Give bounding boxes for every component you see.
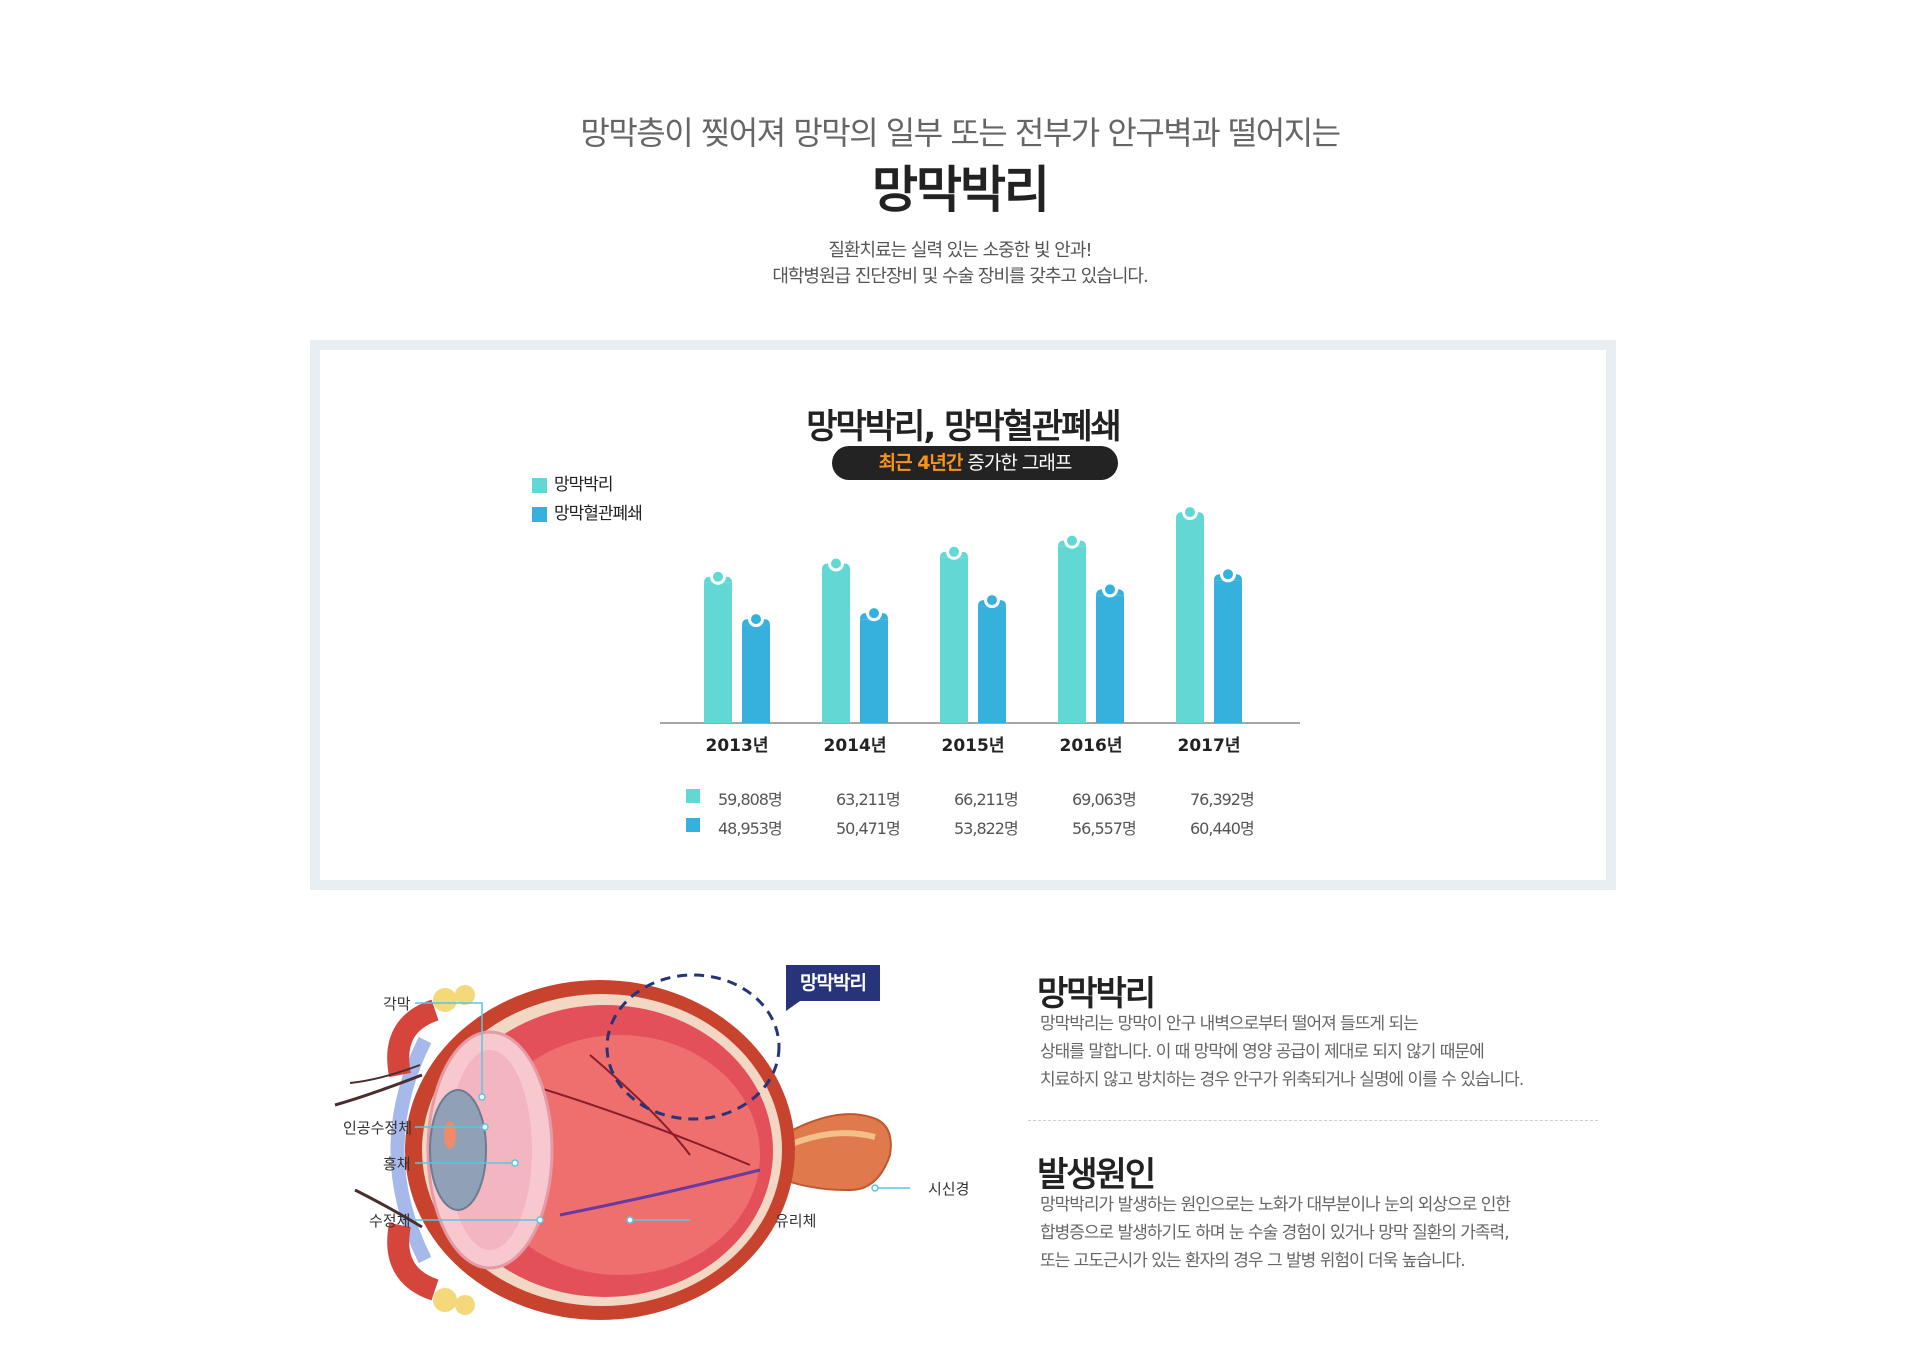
- legend-swatch-blue: [532, 506, 547, 522]
- bar: [1214, 580, 1242, 723]
- text-line: 상태를 말합니다. 이 때 망막에 영양 공급이 제대로 되지 않기 때문에: [1040, 1042, 1485, 1062]
- retinal-detachment-callout: 망막박리: [786, 965, 880, 1001]
- text-line: 치료하지 않고 방치하는 경우 안구가 위축되거나 실명에 이를 수 있습니다.: [1040, 1070, 1524, 1090]
- label-iris: 홍채: [383, 1155, 411, 1173]
- page-title: 망막박리: [872, 161, 1050, 219]
- data-label: 50,471명: [836, 819, 901, 838]
- eye-anatomy-illustration: [334, 973, 910, 1320]
- section-title-causes: 발생원인: [1037, 1155, 1156, 1195]
- header-desc-line-1: 질환치료는 실력 있는 소중한 빛 안과!: [828, 240, 1092, 261]
- bar-marker: [1105, 584, 1115, 595]
- label-iol: 인공수정체: [343, 1119, 413, 1137]
- text-line: 합병증으로 발생하기도 하며 눈 수술 경험이 있거나 망막 질환의 가족력,: [1040, 1223, 1510, 1243]
- data-label: 66,211명: [954, 790, 1019, 809]
- bar-chart: 2013년 2014년 2015년 2016년 2017년: [660, 504, 1300, 756]
- bar-marker: [751, 614, 761, 625]
- x-tick-label: 2014년: [824, 736, 887, 756]
- data-label: 56,557명: [1072, 819, 1137, 838]
- data-label: 63,211명: [836, 790, 901, 809]
- data-label: 76,392명: [1190, 790, 1255, 809]
- bar: [704, 582, 732, 723]
- chart-subtitle-pill: 최근 4년간 증가한 그래프: [832, 446, 1118, 480]
- bar: [742, 625, 770, 723]
- pill-highlight: 최근 4년간: [878, 452, 964, 474]
- bar: [1058, 546, 1086, 723]
- label-vitreous: 유리체: [775, 1212, 817, 1230]
- data-label: 53,822명: [954, 819, 1019, 838]
- label-cornea: 각막: [383, 995, 411, 1013]
- text-line: 망막박리는 망막이 안구 내벽으로부터 떨어져 들뜨게 되는: [1040, 1014, 1419, 1034]
- x-tick-label: 2017년: [1178, 736, 1241, 756]
- chart-panel: 망막박리, 망막혈관폐쇄 최근 4년간 증가한 그래프 망막박리 망막혈관폐쇄 …: [310, 340, 1616, 890]
- bar: [860, 619, 888, 723]
- text-line: 또는 고도근시가 있는 환자의 경우 그 발병 위험이 더욱 높습니다.: [1040, 1251, 1466, 1271]
- data-label: 59,808명: [718, 790, 783, 809]
- legend-label: 망막박리: [554, 475, 614, 495]
- pill-text: 증가한 그래프: [962, 452, 1072, 474]
- bar: [822, 569, 850, 723]
- section-text-causes: 망막박리가 발생하는 원인으로는 노화가 대부분이나 눈의 외상으로 인한 합병…: [1040, 1191, 1600, 1275]
- bar: [940, 557, 968, 723]
- bar: [978, 606, 1006, 723]
- bar-marker: [1223, 569, 1233, 580]
- data-label: 69,063명: [1072, 790, 1137, 809]
- header-desc-line-2: 대학병원급 진단장비 및 수술 장비를 갖추고 있습니다.: [772, 266, 1148, 287]
- bar-marker: [949, 546, 959, 557]
- bar-marker: [1185, 507, 1195, 518]
- text-line: 망막박리가 발생하는 원인으로는 노화가 대부분이나 눈의 외상으로 인한: [1040, 1195, 1511, 1215]
- callout-tail: [786, 1001, 800, 1011]
- bar-marker: [713, 571, 723, 582]
- bar: [1176, 518, 1204, 723]
- data-label: 60,440명: [1190, 819, 1255, 838]
- legend-item-retinal-detachment: 망막박리: [532, 470, 614, 495]
- legend-item-retinal-vein-occlusion: 망막혈관폐쇄: [532, 499, 643, 524]
- value-row-swatch: [686, 818, 700, 832]
- bar-marker: [987, 595, 997, 606]
- data-label: 48,953명: [718, 819, 783, 838]
- x-tick-label: 2016년: [1060, 736, 1123, 756]
- bar: [1096, 595, 1124, 723]
- bar-marker: [831, 558, 841, 569]
- bar-marker: [1067, 535, 1077, 546]
- legend-label: 망막혈관폐쇄: [554, 504, 643, 524]
- section-title-retinal-detachment: 망막박리: [1037, 974, 1156, 1014]
- value-row-swatch: [686, 789, 700, 803]
- header-subtitle: 망막층이 찢어져 망막의 일부 또는 전부가 안구벽과 떨어지는: [580, 114, 1341, 152]
- chart-title: 망막박리, 망막혈관폐쇄: [806, 407, 1122, 447]
- label-lens: 수정체: [369, 1212, 411, 1230]
- label-optic-nerve: 시신경: [928, 1180, 970, 1198]
- section-text-retinal-detachment: 망막박리는 망막이 안구 내벽으로부터 떨어져 들뜨게 되는 상태를 말합니다.…: [1040, 1010, 1600, 1094]
- legend-swatch-teal: [532, 477, 547, 493]
- bar-marker: [869, 608, 879, 619]
- x-tick-label: 2013년: [706, 736, 769, 756]
- x-tick-label: 2015년: [942, 736, 1005, 756]
- section-divider: [1028, 1120, 1598, 1121]
